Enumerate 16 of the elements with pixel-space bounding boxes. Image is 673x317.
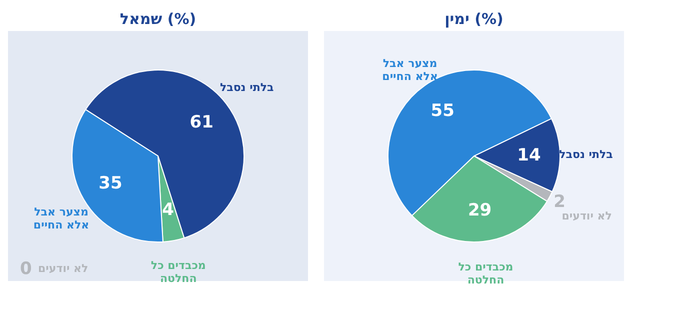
chart-title: ימין (%) (444, 10, 504, 28)
slice-label: מכבדים כל החלטה (458, 260, 514, 286)
data-label: 35 (98, 174, 122, 194)
slice-label: מכבדים כל החלטה (150, 259, 206, 286)
data-label: 55 (430, 100, 454, 121)
data-label: 4 (162, 200, 174, 220)
data-label: 14 (517, 145, 541, 166)
data-label: 61 (190, 112, 214, 133)
slice-label: בלתי נסבל (220, 80, 274, 94)
slice-label: בלתי נסבל (559, 148, 614, 161)
data-label: 2 (554, 192, 566, 212)
slice-label: לא יודעים (562, 209, 612, 222)
slice-label: מצער אבל אלא החיים (33, 206, 90, 232)
data-label: 29 (468, 200, 492, 221)
slice-label: מצער אבל אלא החיים (382, 57, 438, 84)
chart-title: שמאל (%) (120, 10, 196, 28)
